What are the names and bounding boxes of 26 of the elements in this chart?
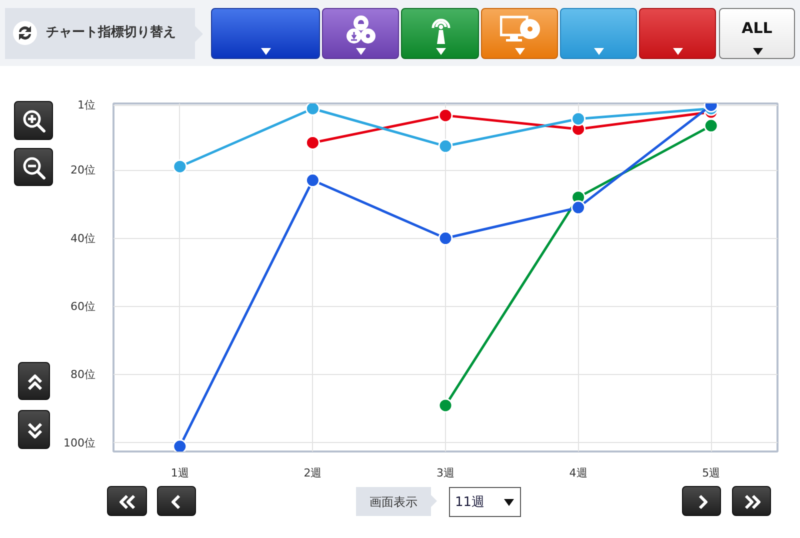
y-tick-label: 20位 (70, 164, 96, 177)
y-tick-label: 80位 (70, 368, 96, 382)
y-tick-label: 1位 (78, 98, 96, 112)
x-tick-label: 1週 (170, 466, 189, 480)
x-tick-label: 3週 (436, 466, 454, 480)
x-tick-label: 5週 (702, 466, 720, 480)
text: チャート指標切り替え (46, 24, 176, 42)
y-tick-label: 60位 (70, 300, 96, 313)
x-tick-label: 4週 (569, 466, 588, 480)
weeks-select: 11週 (449, 487, 521, 517)
point (704, 118, 718, 133)
y-tick-label: 40位 (70, 232, 96, 245)
text: 画面表示 (368, 494, 418, 511)
point (438, 231, 453, 246)
point (305, 173, 320, 188)
point (571, 112, 586, 126)
point (172, 439, 188, 452)
point (172, 159, 188, 174)
point (571, 200, 586, 215)
point (438, 138, 453, 154)
point (305, 104, 320, 116)
x-tick-label: 2週 (304, 466, 322, 480)
point (438, 398, 453, 413)
y-tick-label: 100位 (64, 436, 96, 450)
point (305, 136, 320, 150)
point (438, 108, 453, 123)
